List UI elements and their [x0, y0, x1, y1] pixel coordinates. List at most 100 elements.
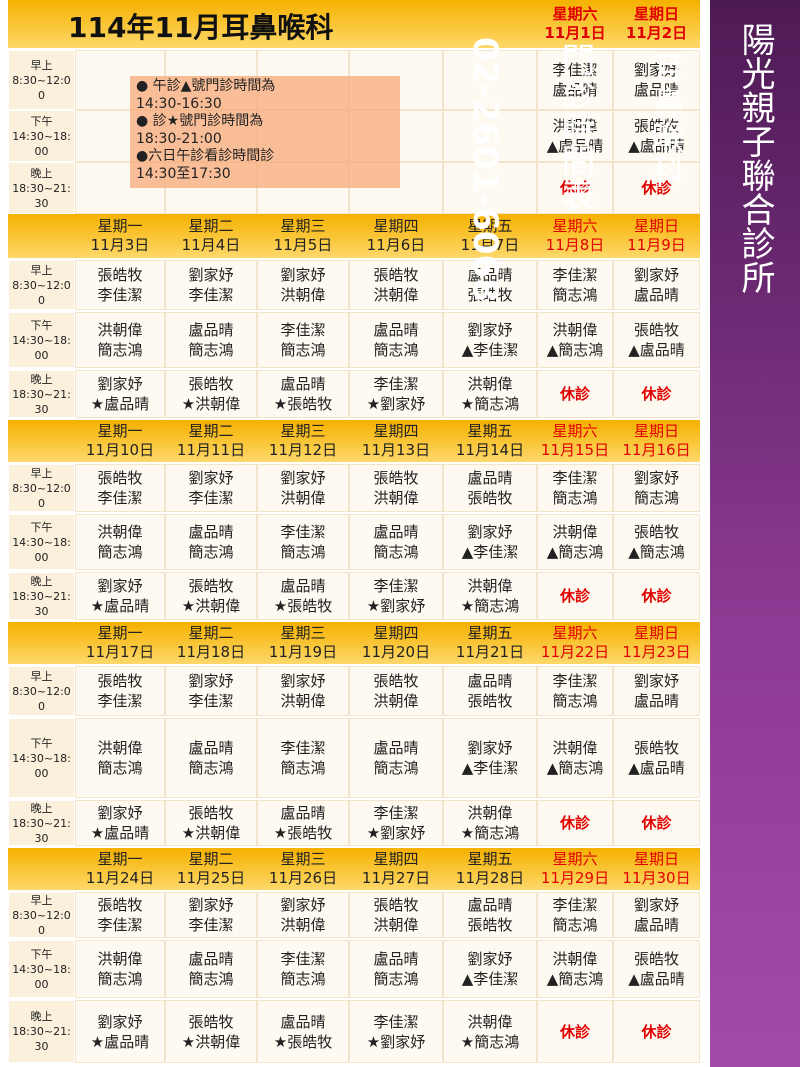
doctor: 李佳潔 [373, 577, 419, 595]
doctor: 盧品晴 [633, 286, 679, 304]
cell: 休診 [537, 162, 613, 214]
date: 11月22日 [540, 643, 610, 661]
doctor: 張皓牧 [633, 523, 679, 541]
shift-time: 18:30~21:30 [12, 387, 71, 416]
cell: 張皓牧 ▲盧品晴 [613, 312, 700, 368]
doctor: ▲簡志鴻 [546, 759, 604, 777]
shift-name: 晚上 [30, 372, 53, 386]
doctor: 簡志鴻 [97, 543, 143, 561]
doctor: ▲簡志鴻 [546, 341, 604, 359]
weekday: 星期五 [467, 422, 513, 440]
cell: 張皓牧 ▲盧品晴 [613, 718, 700, 798]
shift-time: 18:30~21:30 [12, 1025, 71, 1053]
cell: 李佳潔 ★劉家妤 [349, 1000, 443, 1063]
day-header: 星期一 11月3日 [75, 214, 165, 258]
doctor: 洪朝偉 [280, 916, 326, 934]
date: 11月12日 [268, 441, 338, 459]
closed-label: 休診 [559, 814, 590, 832]
date: 11月10日 [85, 441, 155, 459]
shift-label: 早上 8:30~12:00 [8, 50, 75, 110]
cell: 休診 [537, 370, 613, 418]
weekday: 星期三 [280, 217, 326, 235]
cell: 李佳潔 簡志鴻 [257, 514, 349, 570]
doctor: 李佳潔 [280, 739, 326, 757]
shift-time: 14:30~18:00 [12, 751, 71, 780]
date: 11月4日 [181, 236, 241, 254]
doctor: 盧品晴 [280, 804, 326, 822]
doctor: 簡志鴻 [280, 970, 326, 988]
day-header: 星期五 11月28日 [443, 848, 537, 890]
week-header [8, 622, 700, 664]
doctor: 盧品晴 [467, 266, 513, 284]
cell: 張皓牧 李佳潔 [75, 666, 165, 716]
date: 11月11日 [176, 441, 246, 459]
day-header: 星期四 11月20日 [349, 622, 443, 664]
shift-label: 下午 14:30~18:00 [8, 940, 75, 998]
clinic-name: 陽光親子聯合診所 [735, 22, 775, 294]
doctor: 盧品晴 [373, 739, 419, 757]
shift-time: 8:30~12:00 [12, 684, 71, 713]
doctor: 李佳潔 [280, 950, 326, 968]
doctor: 李佳潔 [280, 321, 326, 339]
weekday: 星期四 [373, 217, 419, 235]
doctor: ★張皓牧 [273, 1032, 333, 1051]
doctor: 洪朝偉 [373, 286, 419, 304]
day-header: 星期二 11月11日 [165, 420, 257, 462]
cell: 劉家妤 ★盧品晴 [75, 1000, 165, 1063]
cell: 劉家妤 盧品晴 [613, 666, 700, 716]
cell: 張皓牧 ▲盧品晴 [613, 940, 700, 998]
cell: 洪朝偉 簡志鴻 [75, 718, 165, 798]
cell: 李佳潔 ★劉家妤 [349, 800, 443, 846]
cell: 盧品晴 簡志鴻 [349, 312, 443, 368]
doctor: ★盧品晴 [90, 1032, 150, 1051]
shift-time: 18:30~21:30 [12, 181, 71, 210]
cell: 張皓牧 ★洪朝偉 [165, 1000, 257, 1063]
cell: 李佳潔 簡志鴻 [257, 312, 349, 368]
doctor: 簡志鴻 [97, 759, 143, 777]
shift-name: 晚上 [30, 801, 53, 815]
doctor: 盧品晴 [280, 1012, 326, 1031]
doctor: ▲李佳潔 [461, 759, 519, 777]
cell: 洪朝偉 簡志鴻 [75, 312, 165, 368]
sidebar: 陽光親子聯合診所 耳鼻喉科 門診時間表 02-2601-6068 [465, 0, 800, 1067]
doctor: ★洪朝偉 [181, 395, 241, 413]
date: 11月17日 [85, 643, 155, 661]
doctor: 盧品晴 [188, 523, 234, 541]
closed-label: 休診 [559, 179, 590, 197]
cell: 劉家妤 ★盧品晴 [75, 572, 165, 620]
doctor: 盧品晴 [633, 692, 679, 710]
doctor: 簡志鴻 [552, 286, 598, 304]
doctor: ▲盧品晴 [628, 341, 685, 359]
cell: 盧品晴 ★張皓牧 [257, 370, 349, 418]
weekday: 星期六 [552, 5, 598, 23]
doctor: 洪朝偉 [552, 321, 598, 339]
cell: 劉家妤 盧品晴 [613, 892, 700, 938]
doctor: 劉家妤 [467, 950, 513, 968]
date: 11月2日 [625, 24, 688, 42]
doctor: 張皓牧 [467, 286, 513, 304]
cell: 休診 [613, 572, 700, 620]
cell: 張皓牧 洪朝偉 [349, 260, 443, 310]
shift-time: 8:30~12:00 [12, 278, 71, 307]
phone: 02-2601-6068 [465, 37, 505, 302]
day-header: 星期三 11月5日 [257, 214, 349, 258]
doctor: 盧品晴 [633, 81, 679, 99]
cell: 劉家妤 ▲李佳潔 [443, 940, 537, 998]
shift-name: 早上 [30, 669, 53, 683]
doctor: 簡志鴻 [552, 916, 598, 934]
day-header: 星期六 11月1日 [537, 0, 613, 48]
doctor: 劉家妤 [467, 321, 513, 339]
day-header: 星期五 11月14日 [443, 420, 537, 462]
doctor: 劉家妤 [467, 739, 513, 757]
doctor: 張皓牧 [633, 950, 679, 968]
cell: 李佳潔 簡志鴻 [257, 718, 349, 798]
day-header: 星期日 11月2日 [613, 0, 700, 48]
doctor: 簡志鴻 [552, 489, 598, 507]
doctor: 李佳潔 [552, 61, 598, 79]
doctor: 洪朝偉 [97, 321, 143, 339]
cell: 盧品晴 簡志鴻 [165, 514, 257, 570]
day-header: 星期四 11月13日 [349, 420, 443, 462]
doctor: ★盧品晴 [90, 395, 150, 413]
cell: 休診 [613, 162, 700, 214]
cell: 劉家妤 李佳潔 [165, 666, 257, 716]
